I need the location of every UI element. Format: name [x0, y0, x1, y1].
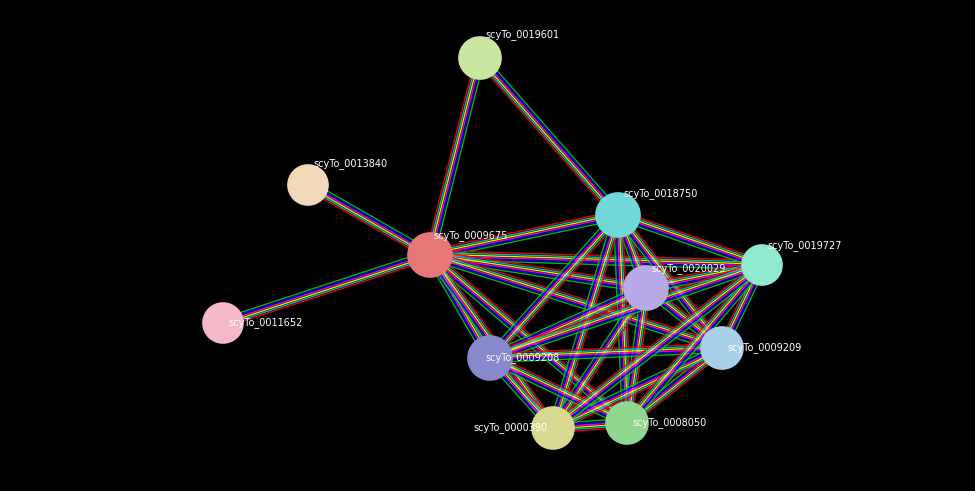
Text: scyTo_0018750: scyTo_0018750 [623, 188, 697, 199]
Circle shape [742, 245, 782, 285]
Circle shape [624, 266, 668, 310]
Circle shape [459, 37, 501, 79]
Text: scyTo_0020029: scyTo_0020029 [651, 263, 725, 274]
Text: scyTo_0019727: scyTo_0019727 [767, 240, 841, 251]
Circle shape [596, 193, 640, 237]
Text: scyTo_0008050: scyTo_0008050 [632, 417, 706, 428]
Text: scyTo_0000390: scyTo_0000390 [473, 422, 547, 433]
Circle shape [468, 336, 512, 380]
Circle shape [288, 165, 328, 205]
Circle shape [203, 303, 243, 343]
Text: scyTo_0019601: scyTo_0019601 [485, 29, 559, 40]
Text: scyTo_0009208: scyTo_0009208 [485, 352, 560, 363]
Circle shape [532, 407, 574, 449]
Text: scyTo_0013840: scyTo_0013840 [313, 158, 387, 169]
Circle shape [408, 233, 452, 277]
Circle shape [701, 327, 743, 369]
Text: scyTo_0009675: scyTo_0009675 [433, 230, 507, 241]
Circle shape [606, 402, 648, 444]
Text: scyTo_0009209: scyTo_0009209 [727, 342, 801, 353]
Text: scyTo_0011652: scyTo_0011652 [228, 317, 302, 328]
